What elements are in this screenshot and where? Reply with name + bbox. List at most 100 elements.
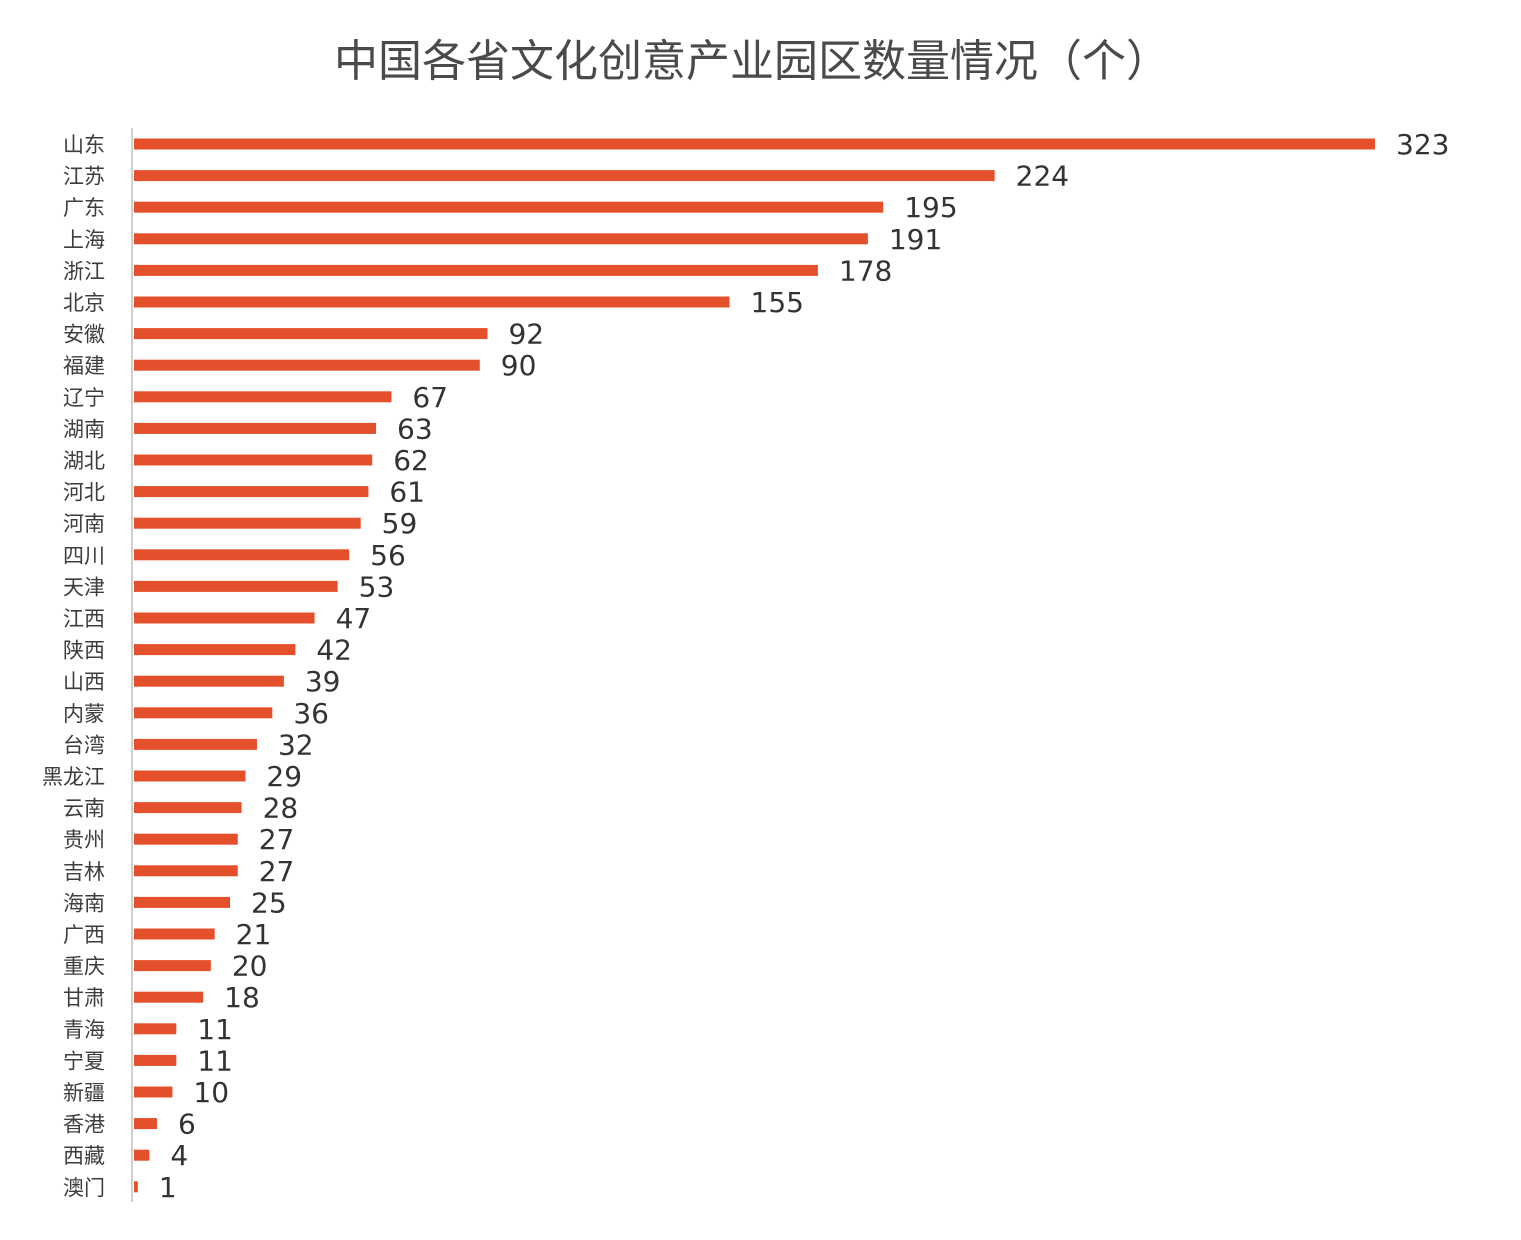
bar xyxy=(134,233,868,245)
category-label: 宁夏 xyxy=(63,1049,105,1073)
bar xyxy=(134,328,488,340)
value-label: 67 xyxy=(412,381,448,414)
category-label: 澳门 xyxy=(63,1176,105,1200)
bar xyxy=(134,612,315,624)
value-label: 36 xyxy=(293,697,329,730)
value-label: 28 xyxy=(263,792,299,825)
value-label: 20 xyxy=(232,950,268,983)
bar xyxy=(134,644,296,656)
value-label: 62 xyxy=(393,444,429,477)
value-label: 59 xyxy=(382,507,418,540)
value-label: 1 xyxy=(159,1171,177,1204)
value-label: 11 xyxy=(197,1013,233,1046)
value-label: 178 xyxy=(839,254,892,287)
category-label: 广西 xyxy=(63,923,105,947)
category-label: 江苏 xyxy=(63,165,105,189)
category-label: 贵州 xyxy=(63,828,105,852)
value-label: 25 xyxy=(251,886,287,919)
category-label: 黑龙江 xyxy=(42,765,105,789)
value-label: 39 xyxy=(305,665,341,698)
value-label: 323 xyxy=(1396,128,1449,161)
category-label: 吉林 xyxy=(63,860,105,884)
value-label: 195 xyxy=(904,191,957,224)
value-label: 155 xyxy=(751,286,804,319)
category-label: 重庆 xyxy=(63,955,105,979)
bar xyxy=(134,580,338,592)
value-label: 224 xyxy=(1016,160,1069,193)
category-label: 海南 xyxy=(63,891,105,915)
bar xyxy=(134,738,257,750)
category-label: 云南 xyxy=(63,797,105,821)
bar xyxy=(134,896,231,908)
bar xyxy=(134,486,369,498)
value-label: 6 xyxy=(178,1108,196,1141)
bar xyxy=(134,454,373,466)
value-label: 56 xyxy=(370,539,406,572)
value-label: 29 xyxy=(266,760,302,793)
bar xyxy=(134,1181,138,1193)
category-label: 天津 xyxy=(63,575,105,599)
bar xyxy=(134,991,204,1003)
category-label: 浙江 xyxy=(63,259,105,283)
category-label: 新疆 xyxy=(63,1081,105,1105)
category-label: 江西 xyxy=(63,607,105,631)
bar xyxy=(134,865,238,877)
category-label: 湖北 xyxy=(63,449,105,473)
value-label: 42 xyxy=(316,634,352,667)
value-labels: 3232241951911781559290676362615956534742… xyxy=(159,128,1450,1204)
bar xyxy=(134,770,246,782)
bar xyxy=(134,833,238,845)
category-label: 辽宁 xyxy=(63,386,105,410)
category-label: 广东 xyxy=(63,196,105,220)
bar xyxy=(134,422,377,434)
value-label: 47 xyxy=(336,602,372,635)
bar xyxy=(134,170,995,182)
value-label: 63 xyxy=(397,412,433,445)
category-label: 陕西 xyxy=(63,639,105,663)
bar xyxy=(134,517,361,529)
bars xyxy=(134,138,1375,1193)
bar xyxy=(134,960,211,972)
bar xyxy=(134,1118,158,1130)
bar xyxy=(134,1149,150,1161)
category-label: 山东 xyxy=(63,133,105,157)
category-label: 河北 xyxy=(63,481,105,505)
category-label: 青海 xyxy=(63,1018,105,1042)
category-label: 甘肃 xyxy=(63,986,105,1010)
value-label: 11 xyxy=(197,1044,233,1077)
bar xyxy=(134,707,273,719)
bar xyxy=(134,296,730,308)
value-label: 92 xyxy=(508,318,544,351)
category-label: 台湾 xyxy=(63,733,105,757)
category-labels: 山东江苏广东上海浙江北京安徽福建辽宁湖南湖北河北河南四川天津江西陕西山西内蒙台湾… xyxy=(42,133,105,1200)
bar xyxy=(134,802,242,814)
category-label: 四川 xyxy=(63,544,105,568)
value-label: 61 xyxy=(389,476,425,509)
bar xyxy=(134,391,392,403)
value-label: 32 xyxy=(278,728,314,761)
value-label: 53 xyxy=(359,570,395,603)
category-label: 上海 xyxy=(63,228,105,252)
category-label: 河南 xyxy=(63,512,105,536)
value-label: 90 xyxy=(501,349,537,382)
category-label: 湖南 xyxy=(63,417,105,441)
category-label: 安徽 xyxy=(63,323,105,347)
category-label: 山西 xyxy=(63,670,105,694)
value-label: 27 xyxy=(259,823,295,856)
bar xyxy=(134,264,818,276)
bar xyxy=(134,549,350,561)
bar xyxy=(134,1054,177,1066)
value-label: 4 xyxy=(170,1139,188,1172)
bar xyxy=(134,201,884,213)
value-label: 191 xyxy=(889,223,942,256)
category-label: 香港 xyxy=(63,1113,105,1137)
category-label: 北京 xyxy=(63,291,105,315)
bar xyxy=(134,1086,173,1098)
bar xyxy=(134,1023,177,1035)
bar xyxy=(134,675,284,687)
chart-title: 中国各省文化创意产业园区数量情况（个） xyxy=(334,36,1170,87)
bar xyxy=(134,359,480,371)
value-label: 10 xyxy=(193,1076,229,1109)
category-label: 内蒙 xyxy=(63,702,105,726)
